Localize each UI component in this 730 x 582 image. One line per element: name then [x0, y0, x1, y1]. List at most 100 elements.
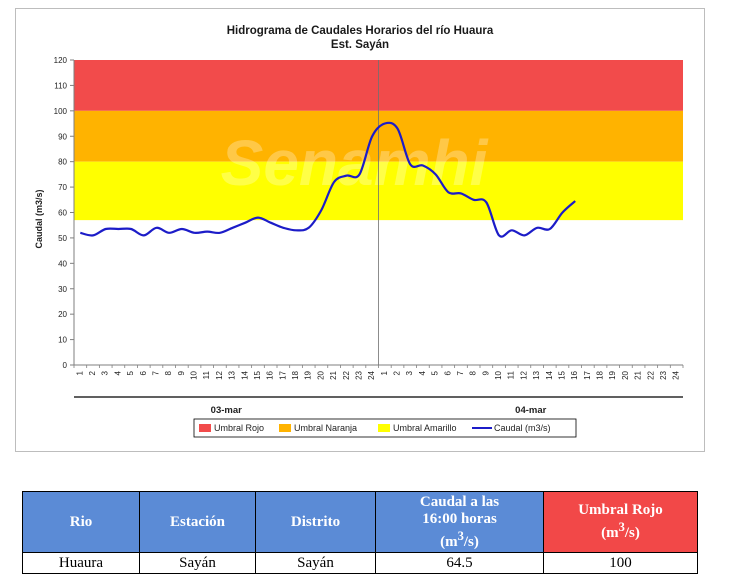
y-tick-label: 50: [58, 234, 67, 243]
x-tick-label: 20: [316, 370, 325, 379]
y-tick-label: 10: [58, 336, 67, 345]
x-tick-label: 21: [329, 370, 338, 379]
y-tick-label: 100: [54, 107, 68, 116]
x-tick-label: 24: [367, 370, 376, 379]
legend-label-caudal: Caudal (m3/s): [494, 423, 551, 433]
x-tick-label: 9: [177, 370, 186, 375]
chart-title: Hidrograma de Caudales Horarios del río …: [227, 25, 494, 37]
x-tick-label: 1: [75, 370, 84, 375]
chart-subtitle: Est. Sayán: [331, 39, 389, 51]
x-tick-label: 23: [659, 370, 668, 379]
header-umbral-unit-post: /s): [624, 525, 640, 541]
y-tick-label: 0: [63, 361, 68, 370]
x-tick-label: 15: [253, 370, 262, 379]
y-tick-label: 60: [58, 209, 67, 218]
y-tick-label: 90: [58, 132, 67, 141]
header-caudal-line2: 16:00 horas: [422, 510, 497, 527]
series-layer: [80, 121, 576, 238]
x-tick-label: 20: [621, 370, 630, 379]
x-tick-label: 12: [215, 370, 224, 379]
x-tick-label: 4: [418, 370, 427, 375]
x-tick-label: 13: [228, 370, 237, 379]
x-tick-label: 11: [202, 370, 211, 379]
x-tick-label: 3: [405, 370, 414, 375]
x-tick-label: 13: [532, 370, 541, 379]
header-umbral-unit-sup: 3: [618, 520, 625, 534]
y-tick-label: 40: [58, 259, 67, 268]
table-header-row: Rio Estación Distrito Caudal a las 16:00…: [22, 491, 698, 553]
watermark-text: Senamhi: [221, 127, 489, 199]
x-tick-label: 14: [240, 370, 249, 379]
y-tick-label: 20: [58, 310, 67, 319]
x-tick-label: 23: [354, 370, 363, 379]
legend-label-yellow: Umbral Amarillo: [393, 423, 457, 433]
x-tick-label: 7: [151, 370, 160, 375]
x-tick-label: 7: [456, 370, 465, 375]
cell-caudal: 64.5: [375, 552, 544, 574]
table-row: Huaura Sayán Sayán 64.5 100: [22, 552, 698, 574]
y-axis-ticks: 0 10 20 30 40 50 60 70 80 90 100 110 120: [54, 56, 74, 370]
y-tick-label: 120: [54, 56, 68, 65]
cell-umbral: 100: [543, 552, 698, 574]
x-tick-label: 15: [557, 370, 566, 379]
x-tick-label: 19: [304, 370, 313, 379]
x-tick-label: 11: [507, 370, 516, 379]
x-tick-label: 14: [545, 370, 554, 379]
legend-swatch-red: [199, 424, 211, 432]
x-tick-label: 17: [278, 370, 287, 379]
x-tick-label: 2: [88, 370, 97, 375]
header-rio: Rio: [22, 491, 140, 553]
x-tick-label: 12: [519, 370, 528, 379]
x-tick-label: 17: [583, 370, 592, 379]
legend-label-red: Umbral Rojo: [214, 423, 264, 433]
x-tick-label: 16: [570, 370, 579, 379]
chart-legend: Umbral Rojo Umbral Naranja Umbral Amaril…: [193, 418, 577, 438]
x-tick-label: 2: [393, 370, 402, 375]
x-tick-label: 8: [164, 370, 173, 375]
x-tick-label: 8: [469, 370, 478, 375]
legend-swatch-yellow: [378, 424, 390, 432]
header-caudal-unit-post: /s): [463, 533, 479, 550]
x-tick-label: 5: [126, 370, 135, 375]
x-tick-label: 16: [266, 370, 275, 379]
header-umbral-rojo: Umbral Rojo (m3/s): [543, 491, 698, 553]
x-tick-label: 10: [494, 370, 503, 379]
x-tick-label: 22: [646, 370, 655, 379]
y-tick-label: 30: [58, 285, 67, 294]
x-tick-label: 6: [443, 370, 452, 375]
x-tick-label: 1: [380, 370, 389, 375]
header-distrito: Distrito: [255, 491, 376, 553]
x-axis-ticks: 1 2 3 4 5 6 7 8 9 10 11 12 13 14 15 16 17 18 19 20 21 22 23 24 1…: [73, 365, 684, 380]
header-estacion: Estación: [139, 491, 256, 553]
hydrograph-chart: Hidrograma de Caudales Horarios del río …: [34, 25, 684, 438]
x-tick-label: 24: [672, 370, 681, 379]
x-tick-label: 18: [596, 370, 605, 379]
x-tick-label: 19: [608, 370, 617, 379]
header-umbral-line1: Umbral Rojo: [578, 502, 663, 518]
header-caudal-line1: Caudal a las: [419, 493, 500, 510]
y-axis-label: Caudal (m3/s): [34, 189, 44, 248]
x-day-label: 04-mar: [515, 405, 546, 416]
caudal-series-line: [80, 121, 576, 238]
y-tick-label: 80: [58, 158, 67, 167]
station-info-table: Rio Estación Distrito Caudal a las 16:00…: [22, 491, 698, 574]
header-caudal: Caudal a las 16:00 horas (m3/s): [375, 491, 544, 553]
x-tick-label: 5: [431, 370, 440, 375]
x-day-label: 03-mar: [211, 405, 242, 416]
x-tick-label: 9: [481, 370, 490, 375]
x-tick-label: 22: [342, 370, 351, 379]
legend-label-orange: Umbral Naranja: [294, 423, 357, 433]
x-tick-label: 6: [139, 370, 148, 375]
cell-distrito: Sayán: [255, 552, 376, 574]
legend-swatch-orange: [279, 424, 291, 432]
y-tick-label: 70: [58, 183, 67, 192]
header-caudal-unit-sup: 3: [457, 528, 464, 543]
cell-estacion: Sayán: [139, 552, 256, 574]
x-tick-label: 21: [634, 370, 643, 379]
x-day-labels: 03-mar 04-mar: [211, 405, 547, 416]
x-tick-label: 3: [101, 370, 110, 375]
x-tick-label: 18: [291, 370, 300, 379]
chart-frame: Hidrograma de Caudales Horarios del río …: [15, 8, 705, 452]
cell-rio: Huaura: [22, 552, 140, 574]
y-tick-label: 110: [54, 81, 67, 90]
